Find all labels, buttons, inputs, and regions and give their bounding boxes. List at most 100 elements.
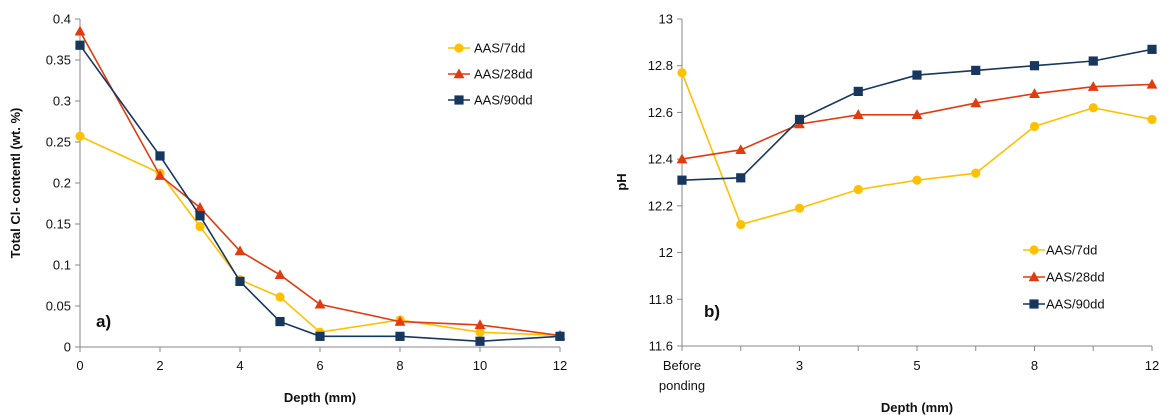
data-point-aas-90dd xyxy=(736,173,746,183)
data-point-aas-28dd xyxy=(852,109,864,119)
data-point-aas-90dd xyxy=(1088,56,1098,66)
x-tick-label: 8 xyxy=(396,358,403,373)
y-tick-label: 0.05 xyxy=(46,299,71,314)
x-tick-label: 6 xyxy=(316,358,323,373)
legend-marker-aas-90dd xyxy=(454,95,464,105)
y-tick-label: 11.8 xyxy=(649,292,673,307)
data-point-aas-7dd xyxy=(1029,121,1040,132)
legend-label-aas-7dd: AAS/7dd xyxy=(474,41,525,56)
data-point-aas-90dd xyxy=(794,114,805,125)
panel-label: a) xyxy=(96,312,111,331)
data-point-aas-28dd xyxy=(74,25,86,36)
data-point-aas-90dd xyxy=(853,86,863,97)
data-point-aas-90dd xyxy=(395,331,405,341)
legend: AAS/7dd AAS/28dd AAS/90dd xyxy=(448,41,533,108)
y-tick-label: 0.15 xyxy=(46,217,71,232)
chart-b: 11.6 11.8 12 12.2 12.4 12.6 12.8 13 Before pondin… xyxy=(614,12,1159,415)
data-point-aas-28dd xyxy=(1029,88,1040,98)
data-point-aas-90dd xyxy=(315,331,325,341)
legend-marker-aas-7dd xyxy=(454,43,464,53)
y-tick-label: 12.2 xyxy=(648,198,673,213)
legend: AAS/7dd AAS/28dd AAS/90dd xyxy=(1023,243,1105,312)
data-point-aas-7dd xyxy=(1147,114,1157,125)
y-tick-label: 0.2 xyxy=(53,176,71,191)
data-point-aas-90dd xyxy=(1029,61,1040,71)
data-point-aas-28dd xyxy=(970,97,982,108)
data-point-aas-28dd xyxy=(194,202,206,212)
x-tick-label: 2 xyxy=(156,358,163,373)
data-point-aas-90dd xyxy=(235,276,245,286)
data-point-aas-7dd xyxy=(736,219,746,230)
x-tick-label: 12 xyxy=(553,358,567,373)
data-point-aas-7dd xyxy=(475,327,485,337)
legend-label-aas-7dd: AAS/7dd xyxy=(1046,243,1097,258)
chart-a: 0 0.05 0.1 0.15 0.2 0.25 0.3 0.35 0.4 0 2 4 6 8 10 12 De… xyxy=(8,12,567,406)
data-point-aas-28dd xyxy=(394,315,406,326)
data-point-aas-7dd xyxy=(275,292,285,302)
data-point-aas-28dd xyxy=(314,298,326,309)
data-point-aas-90dd xyxy=(912,70,922,80)
y-tick-label: 12 xyxy=(659,245,673,260)
x-tick-label: 8 xyxy=(1031,358,1038,373)
x-tick-label: 12 xyxy=(1145,358,1159,373)
y-tick-label: 0.1 xyxy=(53,258,71,273)
y-tick-label: 11.6 xyxy=(649,339,673,354)
data-point-aas-7dd xyxy=(912,175,922,185)
y-tick-label: 0.4 xyxy=(53,12,71,27)
data-point-aas-28dd xyxy=(474,319,486,330)
x-tick-label: 0 xyxy=(76,358,83,373)
data-point-aas-28dd xyxy=(911,109,923,119)
x-tick-label: ponding xyxy=(659,378,705,393)
legend-label-aas-28dd: AAS/28dd xyxy=(1046,270,1105,285)
x-tick-label: 4 xyxy=(236,358,243,373)
legend-label-aas-90dd: AAS/90dd xyxy=(474,93,533,108)
panel-label: b) xyxy=(704,302,720,321)
y-tick-label: 12.4 xyxy=(648,152,673,167)
data-point-aas-28dd xyxy=(676,153,688,164)
legend-marker-aas-28dd xyxy=(453,68,465,79)
data-point-aas-7dd xyxy=(677,68,687,78)
data-point-aas-28dd xyxy=(274,269,286,280)
data-point-aas-90dd xyxy=(475,336,485,346)
x-tick-label: 3 xyxy=(796,358,803,373)
data-point-aas-28dd xyxy=(1087,81,1099,91)
y-tick-label: 0.35 xyxy=(46,53,71,68)
x-tick-label: 10 xyxy=(473,358,487,373)
x-tick-label: Before xyxy=(663,358,701,373)
legend-marker-aas-90dd xyxy=(1029,299,1039,309)
y-tick-label: 0 xyxy=(64,340,71,355)
series-line-aas-7dd xyxy=(681,72,1153,226)
legend-marker-aas-28dd xyxy=(1028,271,1040,282)
legend-marker-aas-7dd xyxy=(1029,245,1039,255)
x-axis-title: Depth (mm) xyxy=(284,390,356,405)
data-point-aas-90dd xyxy=(677,175,687,185)
data-point-aas-28dd xyxy=(1146,78,1158,89)
data-point-aas-90dd xyxy=(971,65,981,75)
x-axis-title: Depth (mm) xyxy=(881,400,953,415)
data-point-aas-7dd xyxy=(971,168,981,178)
data-point-aas-7dd xyxy=(75,131,85,141)
data-point-aas-7dd xyxy=(1088,103,1098,113)
y-tick-label: 13 xyxy=(659,12,673,27)
data-point-aas-7dd xyxy=(195,221,205,232)
data-point-aas-90dd xyxy=(275,316,285,327)
y-tick-label: 0.25 xyxy=(46,135,71,150)
data-point-aas-28dd xyxy=(154,170,166,180)
data-point-aas-28dd xyxy=(735,144,747,154)
data-point-aas-90dd xyxy=(1147,44,1157,54)
legend-label-aas-28dd: AAS/28dd xyxy=(474,67,533,82)
series-line-aas-90dd xyxy=(79,44,561,343)
legend-label-aas-90dd: AAS/90dd xyxy=(1046,297,1105,312)
data-point-aas-90dd xyxy=(195,211,205,221)
data-point-aas-28dd xyxy=(234,245,246,256)
data-point-aas-90dd xyxy=(155,151,165,161)
data-point-aas-90dd xyxy=(75,40,85,50)
y-axis-title: Total Cl- contentl (wt. %) xyxy=(8,108,23,259)
x-tick-label: 5 xyxy=(913,358,920,373)
series-line-aas-28dd xyxy=(681,83,1153,160)
y-axis-title: pH xyxy=(614,173,629,190)
y-tick-label: 0.3 xyxy=(53,94,71,109)
data-point-aas-7dd xyxy=(794,203,805,213)
y-tick-label: 12.6 xyxy=(648,105,673,120)
